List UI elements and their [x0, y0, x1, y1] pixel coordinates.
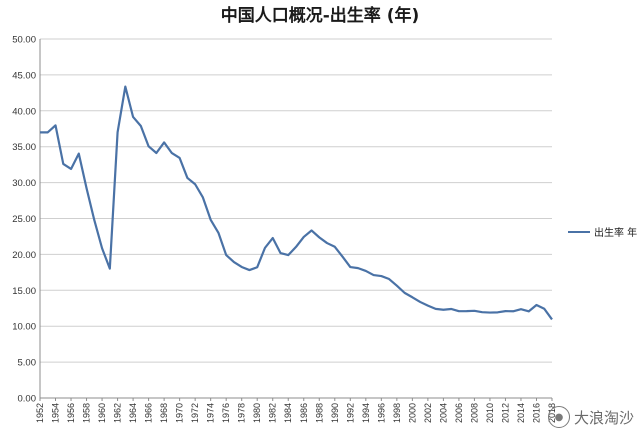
x-tick-label: 1960	[97, 403, 107, 423]
legend-label: 出生率 年	[594, 226, 637, 239]
y-axis-ticks: 0.00 5.00 10.00 15.00 20.00 25.00 30.00 35.00 40…	[12, 35, 36, 405]
x-tick-label: 1988	[314, 403, 324, 423]
x-tick-label: 1968	[159, 403, 169, 423]
grid-lines	[39, 38, 552, 399]
watermark-text: 大浪淘沙	[573, 408, 634, 427]
x-tick-label: 2002	[423, 403, 433, 423]
x-tick-label: 1982	[268, 403, 278, 423]
x-tick-label: 1980	[252, 403, 262, 423]
x-tick-label: 1964	[128, 403, 138, 423]
x-tick-label: 1970	[175, 403, 185, 423]
x-tick-label: 1966	[144, 403, 154, 423]
x-tick-label: 1952	[35, 403, 45, 423]
x-tick-label: 2008	[469, 403, 479, 423]
legend: 出生率 年	[568, 226, 637, 239]
wechat-icon: ●	[547, 406, 570, 428]
x-tick-label: 1978	[237, 403, 247, 423]
series-line	[40, 85, 553, 321]
y-tick-label: 20.00	[12, 250, 36, 261]
watermark: ● 大浪淘沙	[547, 406, 634, 428]
x-tick-label: 2006	[454, 403, 464, 423]
y-tick-label: 0.00	[18, 394, 37, 405]
x-tick-label: 1990	[330, 403, 340, 423]
x-tick-label: 1972	[190, 403, 200, 423]
y-tick-label: 35.00	[12, 142, 36, 153]
y-tick-label: 40.00	[12, 106, 36, 117]
x-tick-label: 1958	[82, 403, 92, 423]
x-tick-label: 1996	[376, 403, 386, 423]
x-tick-label: 1998	[392, 403, 402, 423]
x-tick-label: 2012	[500, 403, 510, 423]
x-tick-label: 1986	[299, 403, 309, 423]
x-tick-label: 1984	[283, 403, 293, 423]
y-tick-label: 10.00	[12, 322, 36, 333]
x-tick-label: 2000	[407, 403, 417, 423]
x-tick-label: 2016	[531, 403, 541, 423]
y-tick-label: 25.00	[12, 214, 36, 225]
x-axis-ticks: 1952 1954 1956 1958 1960 1962 1964 1966 1968 1970…	[35, 398, 557, 423]
x-tick-label: 2004	[438, 403, 448, 423]
x-tick-label: 1992	[345, 403, 355, 423]
chart-title: 中国人口概况-出生率 (年)	[221, 5, 420, 26]
y-tick-label: 30.00	[12, 178, 36, 189]
y-tick-label: 50.00	[12, 35, 36, 46]
y-tick-label: 45.00	[12, 70, 36, 81]
x-tick-label: 1974	[206, 403, 216, 423]
series-layer	[40, 85, 553, 321]
x-tick-label: 1954	[51, 403, 61, 423]
y-tick-label: 5.00	[18, 358, 37, 369]
y-tick-label: 15.00	[12, 286, 36, 297]
x-tick-label: 1994	[361, 403, 371, 423]
x-tick-label: 2010	[485, 403, 495, 423]
x-tick-label: 2014	[516, 403, 526, 423]
x-tick-label: 1962	[113, 403, 123, 423]
x-tick-label: 1956	[66, 403, 76, 423]
x-tick-label: 1976	[221, 403, 231, 423]
